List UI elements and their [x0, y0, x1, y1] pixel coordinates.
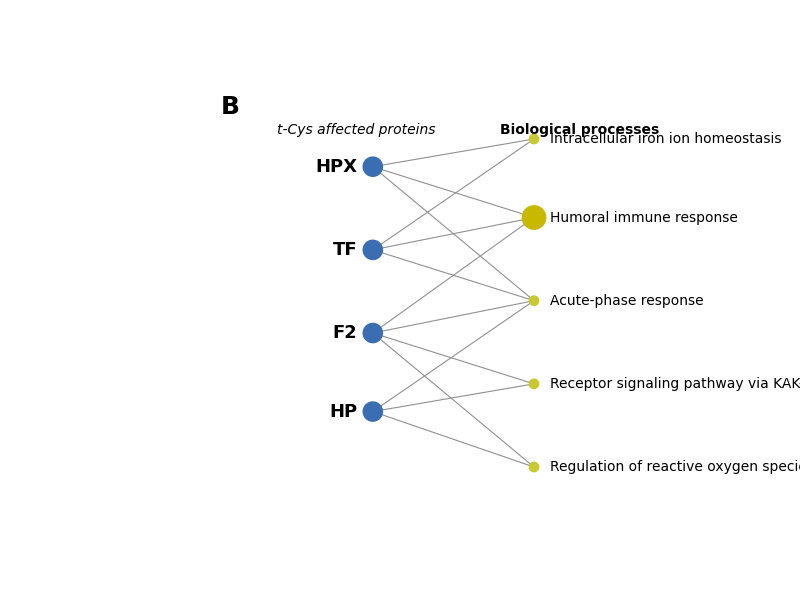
Point: [366, 407, 379, 416]
Text: Regulation of reactive oxygen species: Regulation of reactive oxygen species: [550, 460, 800, 474]
Text: HP: HP: [329, 403, 358, 421]
Point: [528, 134, 541, 144]
Text: Intracellular iron ion homeostasis: Intracellular iron ion homeostasis: [550, 132, 781, 146]
Text: t-Cys affected proteins: t-Cys affected proteins: [277, 123, 435, 137]
Point: [366, 328, 379, 338]
Point: [366, 162, 379, 172]
Point: [366, 245, 379, 254]
Point: [528, 296, 541, 305]
Text: B: B: [221, 95, 240, 119]
Text: HPX: HPX: [315, 158, 358, 176]
Point: [528, 213, 541, 223]
Text: TF: TF: [333, 241, 358, 259]
Text: Biological processes: Biological processes: [500, 123, 659, 137]
Point: [528, 379, 541, 389]
Point: [528, 462, 541, 472]
Text: Receptor signaling pathway via KAK-: Receptor signaling pathway via KAK-: [550, 377, 800, 391]
Text: F2: F2: [333, 324, 358, 342]
Text: Humoral immune response: Humoral immune response: [550, 211, 738, 224]
Text: Acute-phase response: Acute-phase response: [550, 293, 703, 308]
